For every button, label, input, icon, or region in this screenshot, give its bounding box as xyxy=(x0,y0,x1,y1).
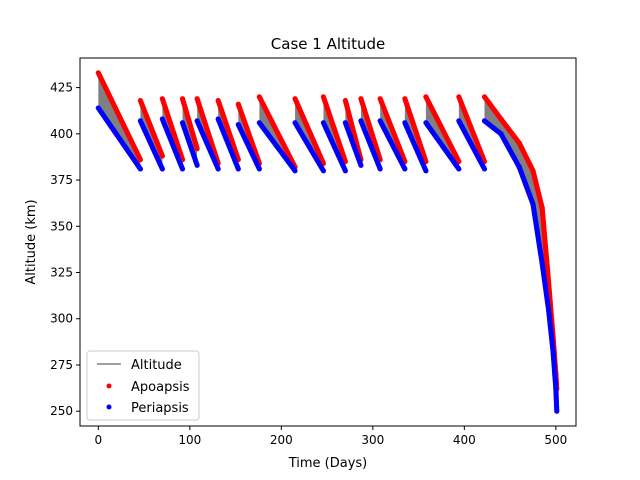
y-tick-label: 350 xyxy=(50,219,73,233)
y-tick-label: 275 xyxy=(50,358,73,372)
y-tick-label: 375 xyxy=(50,173,73,187)
periapsis-point xyxy=(256,166,262,172)
y-tick-label: 250 xyxy=(50,404,73,418)
periapsis-point xyxy=(137,166,143,172)
periapsis-point xyxy=(235,166,241,172)
chart-title: Case 1 Altitude xyxy=(271,35,385,53)
periapsis-point xyxy=(215,166,221,172)
legend-label-periapsis: Periapsis xyxy=(131,401,189,416)
x-tick-label: 0 xyxy=(94,433,102,447)
x-tick-label: 400 xyxy=(453,433,476,447)
legend-label-apoapsis: Apoapsis xyxy=(131,380,190,395)
y-tick-label: 325 xyxy=(50,266,73,280)
y-axis-label: Altitude (km) xyxy=(24,199,39,284)
periapsis-point xyxy=(342,168,348,174)
series-layer xyxy=(95,70,560,414)
apoapsis-point xyxy=(159,153,165,159)
legend-swatch-apoapsis xyxy=(106,383,112,389)
x-tick-label: 300 xyxy=(361,433,384,447)
x-tick-label: 200 xyxy=(270,433,293,447)
plot-area-frame xyxy=(79,57,577,427)
periapsis-point xyxy=(194,162,200,168)
legend-swatch-periapsis xyxy=(106,404,112,410)
apoapsis-point xyxy=(137,157,143,163)
periapsis-point xyxy=(481,166,488,172)
axes-layer: 0 100 200 300 400 500 250 275 300 325 350 375 400 425 xyxy=(50,81,567,447)
x-axis-label: Time (Days) xyxy=(288,456,368,471)
y-tick-label: 300 xyxy=(50,312,73,326)
legend: Altitude Apoapsis Periapsis xyxy=(86,350,200,421)
periapsis-point xyxy=(320,168,327,174)
y-tick-label: 400 xyxy=(50,127,73,141)
periapsis-point xyxy=(423,168,429,174)
periapsis-point xyxy=(358,162,364,168)
legend-label-altitude: Altitude xyxy=(131,358,182,373)
periapsis-point xyxy=(554,408,560,414)
periapsis-point xyxy=(456,166,462,172)
periapsis-point xyxy=(179,166,186,172)
x-tick-label: 100 xyxy=(178,433,201,447)
x-tick-label: 500 xyxy=(544,433,567,447)
periapsis-point xyxy=(402,166,408,172)
y-tick-label: 425 xyxy=(50,81,73,95)
apoapsis-point xyxy=(194,146,200,152)
periapsis-point xyxy=(159,166,165,172)
periapsis-point xyxy=(377,166,383,172)
periapsis-point xyxy=(292,168,298,174)
legend-box xyxy=(86,350,200,421)
